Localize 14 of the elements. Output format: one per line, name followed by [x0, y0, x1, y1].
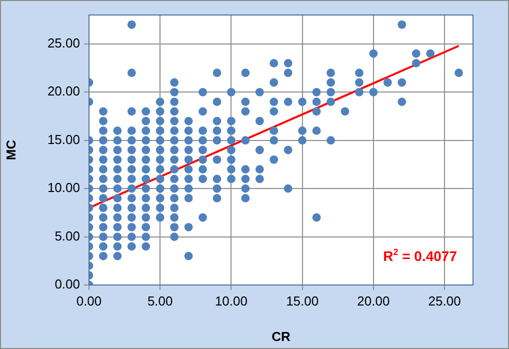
y-tick-label: 5.00	[54, 228, 80, 244]
y-tick-label: 0.00	[54, 276, 80, 292]
x-tick-label: 0.00	[76, 293, 102, 308]
x-axis-title: CR	[272, 328, 291, 344]
y-axis-title: MC	[3, 139, 18, 160]
x-tick-label: 10.00	[214, 293, 248, 308]
y-tick-label: 25.00	[47, 36, 80, 51]
x-tick-label: 15.00	[286, 293, 319, 308]
x-tick-label: 20.00	[357, 293, 390, 308]
x-tick-label: 25.00	[428, 293, 461, 308]
y-tick-label: 20.00	[47, 84, 80, 99]
x-tick-label: 5.00	[147, 293, 173, 308]
y-tick-label: 15.00	[47, 132, 80, 147]
y-tick-label: 10.00	[47, 180, 80, 196]
